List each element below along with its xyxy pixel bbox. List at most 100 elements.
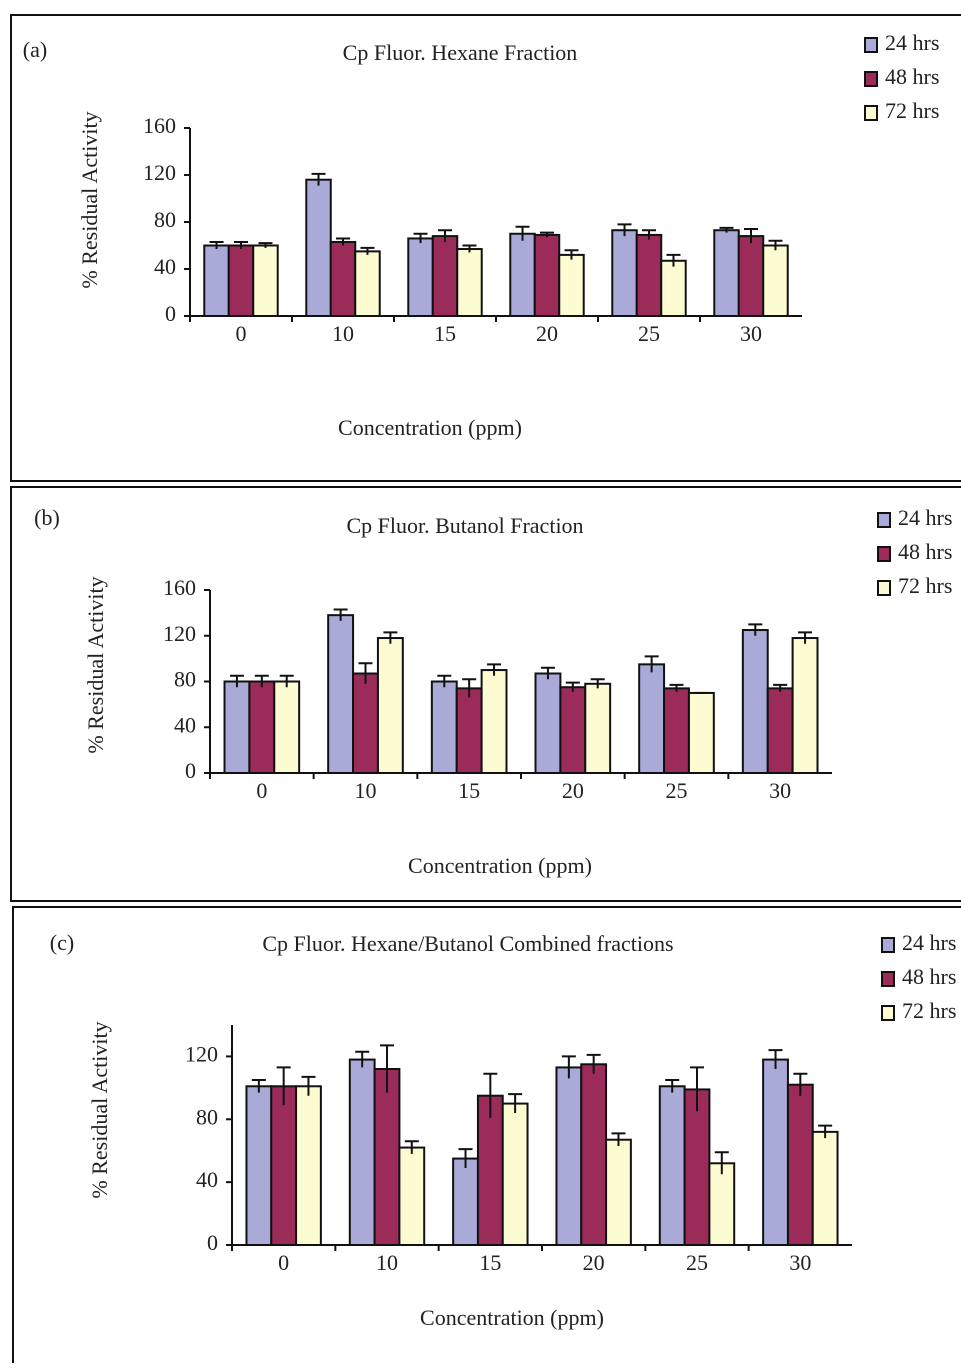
error-bar — [793, 1072, 808, 1096]
bar — [762, 244, 789, 317]
error-bar — [358, 662, 373, 684]
y-tick-label: 160 — [143, 113, 176, 138]
error-bar — [355, 1050, 370, 1068]
error-bar — [561, 1055, 576, 1079]
legend-label: 72 hrs — [902, 998, 956, 1023]
legend-label: 24 hrs — [885, 30, 939, 55]
error-bar — [690, 1066, 704, 1112]
legend-label: 48 hrs — [885, 64, 939, 89]
bar — [660, 259, 687, 317]
y-axis-label: % Residual Activity — [83, 576, 108, 753]
bar — [663, 687, 690, 774]
legend-swatch — [881, 1005, 895, 1021]
error-bar — [565, 681, 580, 692]
error-bar — [564, 249, 579, 260]
panel-frame — [10, 14, 961, 482]
error-bar — [611, 1132, 626, 1146]
error-bar — [229, 674, 244, 688]
error-bar — [665, 1079, 680, 1093]
error-bar — [719, 226, 734, 233]
bar — [329, 240, 357, 318]
bar — [534, 672, 562, 775]
bar — [687, 691, 715, 774]
error-bar — [642, 229, 656, 240]
error-bar — [336, 237, 350, 246]
x-tick-label: 15 — [434, 321, 456, 346]
legend-swatch — [864, 37, 878, 53]
bar — [605, 1138, 632, 1246]
chart-title: Cp Fluor. Butanol Fraction — [346, 513, 583, 538]
error-bar — [669, 683, 684, 692]
bar — [227, 244, 255, 317]
error-bar — [413, 232, 428, 244]
bar — [638, 663, 666, 774]
legend-label: 24 hrs — [902, 930, 956, 955]
bar — [713, 229, 740, 318]
legend-label: 48 hrs — [898, 539, 952, 564]
legend-label: 48 hrs — [902, 964, 956, 989]
bar — [407, 237, 434, 317]
bar — [480, 669, 508, 774]
y-tick-label: 0 — [185, 758, 196, 783]
legend-label: 72 hrs — [898, 573, 952, 598]
error-bar — [540, 666, 555, 680]
bar — [376, 637, 404, 774]
bar — [248, 680, 276, 774]
x-tick-label: 10 — [332, 321, 354, 346]
bar — [786, 1083, 814, 1246]
x-tick-label: 30 — [789, 1250, 811, 1275]
bar — [430, 680, 458, 774]
y-tick-label: 80 — [154, 207, 176, 232]
error-bar — [234, 240, 248, 250]
bar — [762, 1058, 789, 1246]
y-tick-label: 120 — [185, 1041, 218, 1066]
bar — [580, 1063, 608, 1247]
bar — [635, 233, 663, 317]
x-tick-label: 25 — [666, 778, 688, 803]
error-bar — [483, 1072, 498, 1118]
error-bar — [666, 253, 681, 267]
bar — [455, 687, 483, 774]
y-axis-label: % Residual Activity — [77, 111, 102, 288]
error-bar — [276, 1066, 291, 1106]
x-axis-label: Concentration (ppm) — [420, 1305, 604, 1330]
x-tick-label: 0 — [256, 778, 267, 803]
x-axis-label: Concentration (ppm) — [338, 415, 522, 440]
error-bar — [768, 239, 783, 251]
error-bar — [590, 678, 605, 689]
bar — [555, 1066, 583, 1247]
error-bar — [773, 683, 788, 692]
error-bar — [768, 1049, 783, 1069]
y-tick-label: 0 — [207, 1230, 218, 1255]
x-tick-label: 20 — [583, 1250, 605, 1275]
error-bar — [360, 246, 375, 255]
legend-swatch — [881, 971, 895, 987]
y-tick-label: 40 — [196, 1167, 218, 1192]
legend-swatch — [877, 546, 891, 562]
error-bar — [279, 674, 294, 688]
bar — [373, 1068, 401, 1246]
error-bar — [748, 623, 763, 636]
legend-swatch — [864, 71, 878, 87]
error-bar — [798, 631, 813, 644]
bar — [252, 244, 279, 317]
bar — [658, 1085, 686, 1247]
bar — [509, 232, 536, 317]
error-bar — [462, 678, 477, 698]
bar — [501, 1102, 529, 1246]
bar — [683, 1088, 711, 1247]
chart-title: Cp Fluor. Hexane/Butanol Combined fracti… — [262, 931, 673, 956]
panel-frame — [12, 906, 961, 1368]
error-bar — [744, 228, 758, 244]
bar — [766, 687, 794, 774]
y-tick-label: 120 — [163, 621, 196, 646]
legend-label: 24 hrs — [898, 505, 952, 530]
bar — [352, 672, 379, 775]
bar — [476, 1094, 504, 1246]
legend-swatch — [877, 512, 891, 528]
bar — [348, 1058, 376, 1246]
bar — [611, 229, 638, 318]
error-bar — [258, 242, 273, 248]
bar — [708, 1162, 736, 1247]
